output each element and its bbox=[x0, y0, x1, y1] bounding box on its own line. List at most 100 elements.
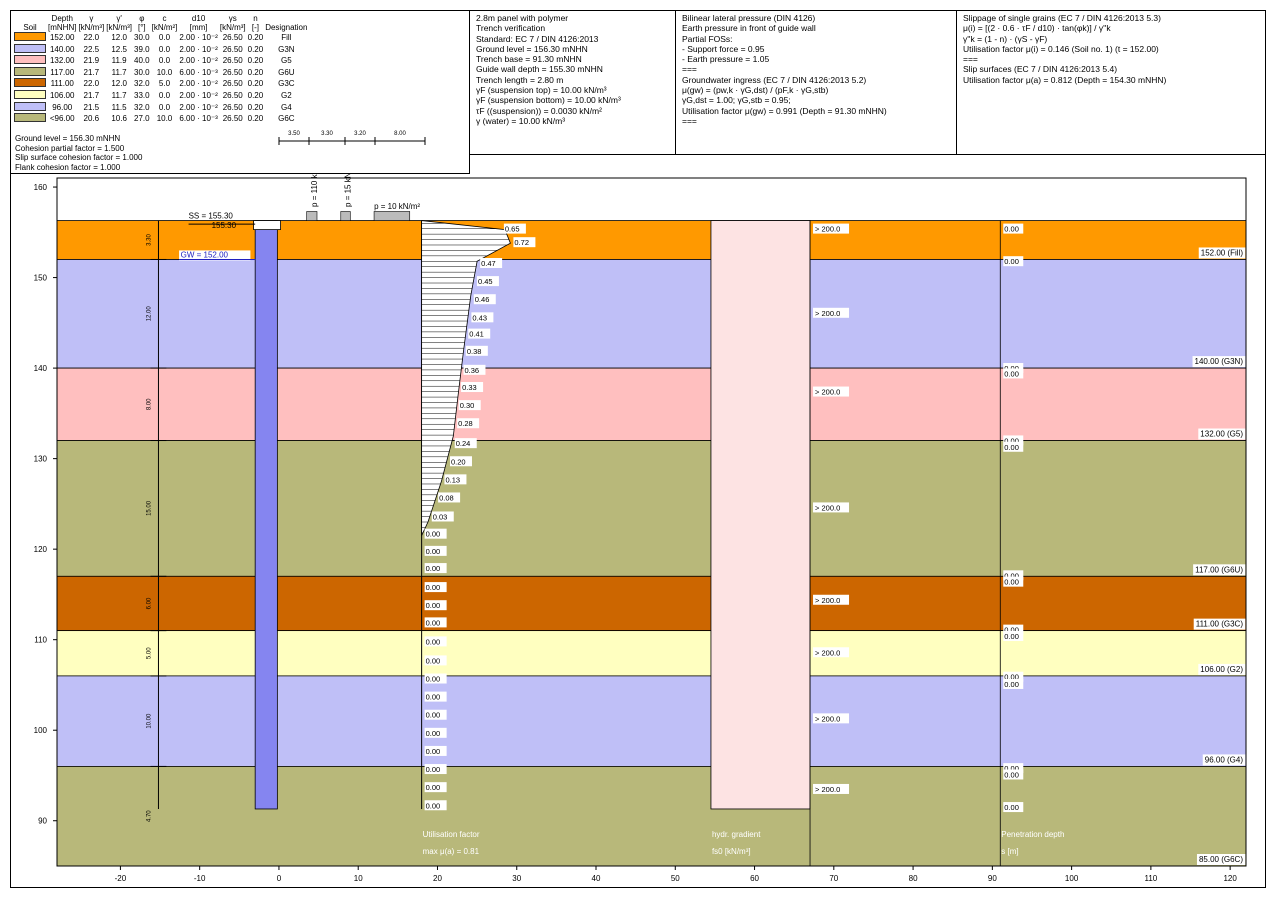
info-line: γF (suspension top) = 10.00 kN/m³ bbox=[476, 85, 607, 96]
util-value-bg bbox=[513, 237, 536, 248]
info-line: Utilisation factor μ(i) = 0.146 (Soil no… bbox=[963, 43, 1159, 54]
load-block bbox=[306, 211, 318, 221]
layer-thickness: 4.70 bbox=[147, 810, 153, 822]
util-value: 0.00 bbox=[426, 747, 441, 756]
util-value-bg bbox=[458, 400, 481, 411]
util-value-bg bbox=[424, 582, 447, 593]
legend-cell-n: 0.20 bbox=[247, 56, 264, 66]
info-line: - Support force = 0.95 bbox=[682, 43, 765, 54]
y-tick-label: 90 bbox=[38, 817, 47, 826]
legend-cell-d10: 2.00 · 10⁻² bbox=[179, 79, 218, 89]
util-value-bg bbox=[424, 600, 447, 611]
util-value: 0.20 bbox=[451, 457, 466, 466]
legend-header: γs [kN/m³] bbox=[219, 14, 246, 32]
legend-cell-c: 0.0 bbox=[158, 33, 171, 42]
legend-footer-line: Cohesion partial factor = 1.500 bbox=[15, 143, 125, 153]
util-value: 0.00 bbox=[426, 693, 441, 702]
util-value: 0.00 bbox=[426, 618, 441, 627]
soil-layer bbox=[56, 259, 1247, 369]
legend-cell-g: 22.0 bbox=[83, 33, 100, 42]
util-value: 0.00 bbox=[426, 656, 441, 665]
util-value-bg bbox=[454, 438, 477, 449]
legend-row: 152.00 22.0 12.0 30.0 0.0 2.00 · 10⁻² 26.50 0.2… bbox=[13, 32, 308, 44]
info-line: === bbox=[682, 64, 697, 75]
y-tick-label: 130 bbox=[34, 455, 48, 464]
util-value: 0.03 bbox=[433, 512, 448, 521]
legend-cell-depth: 111.00 bbox=[50, 79, 74, 89]
util-value: 0.00 bbox=[426, 801, 441, 810]
legend-cell-phi: 33.0 bbox=[134, 90, 150, 100]
info-line: μ(i) = [(2 · 0.6 · τF / d10) · tan(φk)] … bbox=[963, 23, 1111, 34]
penetration-value: 0.00 bbox=[1004, 632, 1019, 641]
legend-cell-des: G6C bbox=[278, 114, 295, 124]
legend-cell-gs: 26.50 bbox=[222, 33, 243, 42]
legend-cell-n: 0.20 bbox=[247, 44, 264, 54]
dimension-line: 3.50 3.30 3.20 8.00 bbox=[278, 131, 426, 145]
dim-label: 8.00 bbox=[394, 131, 406, 137]
ss-label: SS = 155.30 bbox=[189, 212, 234, 221]
legend-cell-c: 5.0 bbox=[158, 79, 171, 89]
gradient-value: > 200.0 bbox=[815, 648, 840, 657]
legend-cell-des: Fill bbox=[281, 33, 292, 42]
legend-cell-phi: 27.0 bbox=[134, 114, 150, 124]
legend-cell-depth: 106.00 bbox=[49, 90, 75, 100]
gradient-value: > 200.0 bbox=[815, 225, 840, 234]
x-tick-label: 50 bbox=[671, 874, 680, 883]
legend-cell-g: 22.5 bbox=[83, 44, 100, 54]
util-value-bg bbox=[424, 655, 447, 666]
info-line: Trench verification bbox=[476, 23, 546, 34]
penetration-value: 0.00 bbox=[1004, 626, 1019, 635]
legend-cell-d10: 6.00 · 10⁻³ bbox=[179, 114, 218, 124]
legend-cell-g: 21.9 bbox=[83, 56, 100, 66]
info-line: Utilisation factor μ(a) = 0.812 (Depth =… bbox=[963, 74, 1167, 85]
util-value: 0.00 bbox=[426, 783, 441, 792]
legend-cell-phi: 40.0 bbox=[134, 56, 150, 66]
util-title: Utilisation factor bbox=[423, 830, 480, 839]
legend-cell-depth: 152.00 bbox=[49, 33, 75, 42]
x-tick-label: 90 bbox=[988, 874, 997, 883]
load-label: p = 110 kN/m² bbox=[310, 157, 319, 207]
info-line: γ (water) = 10.00 kN/m³ bbox=[476, 115, 566, 126]
legend-cell-gs: 26.50 bbox=[222, 114, 243, 124]
legend-cell-g2: 12.0 bbox=[111, 79, 127, 89]
info-line: - Earth pressure = 1.05 bbox=[682, 54, 770, 65]
legend-cell-g2: 12.0 bbox=[111, 33, 127, 42]
info-line: Guide wall depth = 155.30 mNHN bbox=[476, 64, 603, 75]
penetration-value-bg bbox=[1003, 363, 1024, 374]
layer-thickness: 5.00 bbox=[147, 647, 153, 659]
x-tick-label: -20 bbox=[115, 874, 127, 883]
legend-cell-n: 0.20 bbox=[247, 79, 264, 89]
y-tick-label: 160 bbox=[34, 183, 48, 192]
util-value-bg bbox=[480, 258, 503, 268]
util-value: 0.65 bbox=[505, 225, 520, 234]
x-tick-label: -10 bbox=[194, 874, 206, 883]
legend-cell-g2: 10.6 bbox=[111, 114, 127, 124]
legend-header: c [kN/m²] bbox=[151, 14, 178, 32]
soil-layer bbox=[56, 575, 1247, 632]
legend-header: d10 [mm] bbox=[189, 14, 208, 32]
legend-cell-n: 0.20 bbox=[247, 90, 264, 100]
util-value: 0.00 bbox=[426, 601, 441, 610]
legend-cell-d10: 2.00 · 10⁻² bbox=[179, 44, 218, 54]
layer-label-bg bbox=[1196, 854, 1246, 865]
util-value-bg bbox=[449, 456, 472, 467]
soil-swatch bbox=[14, 89, 46, 99]
gradient-value: > 200.0 bbox=[815, 503, 840, 512]
soil-legend: Soil Depth [mNHN] γ [kN/m³] γ' [kN/m³] φ [°]… bbox=[10, 10, 470, 174]
penetration-value: 0.00 bbox=[1004, 225, 1019, 234]
x-tick-label: 30 bbox=[512, 874, 521, 883]
penetration-title: Penetration depth bbox=[1001, 830, 1064, 839]
util-value: 0.00 bbox=[426, 637, 441, 646]
util-value: 0.47 bbox=[481, 259, 496, 268]
util-value: 0.00 bbox=[426, 547, 441, 556]
legend-cell-d10: 2.00 · 10⁻² bbox=[179, 56, 218, 66]
layer-label-bg bbox=[1202, 754, 1246, 766]
legend-header: Soil bbox=[23, 23, 37, 32]
penetration-value-bg bbox=[1003, 435, 1024, 446]
util-value: 0.45 bbox=[478, 277, 493, 286]
util-value: 0.28 bbox=[458, 419, 473, 428]
legend-cell-gs: 26.50 bbox=[222, 67, 243, 77]
util-value: 0.36 bbox=[464, 366, 479, 375]
trench-panel bbox=[254, 220, 278, 810]
